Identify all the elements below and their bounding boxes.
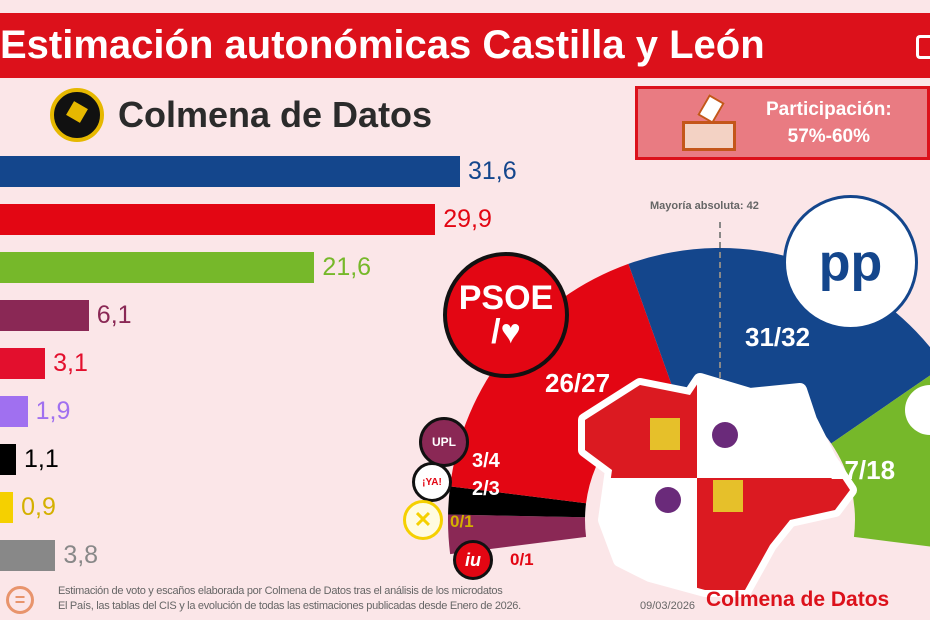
- seat-label: 26/27: [545, 368, 611, 398]
- iu-logo: iu: [453, 540, 493, 580]
- brand-name: Colmena de Datos: [118, 94, 433, 135]
- vote-bar: [0, 300, 89, 331]
- vote-bar-label: 6,1: [96, 301, 132, 329]
- pp-logo: pp: [783, 195, 918, 330]
- participation-box: Participación: 57%-60%: [635, 86, 930, 160]
- vote-bar-label: 21,6: [322, 253, 372, 281]
- upl-logo: UPL: [419, 417, 469, 467]
- seat-label: 17/18: [830, 455, 896, 485]
- date: 09/03/2026: [640, 600, 696, 612]
- equals-icon: =: [6, 586, 34, 614]
- vote-bar: [0, 540, 56, 571]
- seat-label: 31/32: [745, 322, 811, 352]
- seat-segment-vox: [831, 375, 930, 547]
- vote-bar: [0, 444, 16, 475]
- majority-label: Mayoría absoluta: 42: [650, 200, 759, 212]
- footer-note: Estimación de voto y escaños elaborada p…: [58, 585, 521, 612]
- vote-bar-label: 3,1: [53, 349, 88, 377]
- vote-bar-label: 0,9: [21, 493, 56, 521]
- vote-bar-label: 1,9: [35, 397, 71, 425]
- psoe-logo: PSOE/♥: [443, 252, 569, 378]
- seat-segment-psoe: [450, 263, 675, 504]
- title-banner: Estimación autonómicas Castilla y León: [0, 13, 930, 78]
- vote-bar: [0, 252, 315, 283]
- vote-bar: [0, 348, 46, 379]
- page-title: Estimación autonómicas Castilla y León: [0, 23, 765, 67]
- vote-bar: [0, 204, 436, 235]
- vote-bar-label: 29,9: [443, 205, 492, 233]
- colmena-logo-icon: [50, 88, 104, 142]
- footer-brand: Colmena de Datos: [706, 588, 890, 611]
- ballot-box-icon: [680, 94, 740, 151]
- vote-bar-label: 31,6: [468, 157, 517, 185]
- vote-bar-label: 1,1: [24, 445, 59, 473]
- brand: Colmena de Datos: [50, 88, 432, 142]
- seat-label: 2/3: [472, 478, 500, 500]
- vote-bar: [0, 396, 28, 427]
- participation-value: 57%-60%: [787, 126, 871, 147]
- seat-segment-soriaya: [448, 486, 587, 518]
- participation-label: Participación:: [766, 99, 892, 120]
- salf-seats: 0/1: [450, 512, 474, 531]
- vote-bar: [0, 492, 14, 523]
- salf-logo: ✕: [403, 500, 443, 540]
- vote-bar: [0, 156, 460, 187]
- soria-ya-logo: ¡YA!: [412, 462, 452, 502]
- vote-bar-label: 3,8: [63, 541, 99, 569]
- seat-label: 3/4: [472, 450, 500, 472]
- iu-seats: 0/1: [510, 550, 534, 569]
- menu-icon: [916, 35, 930, 59]
